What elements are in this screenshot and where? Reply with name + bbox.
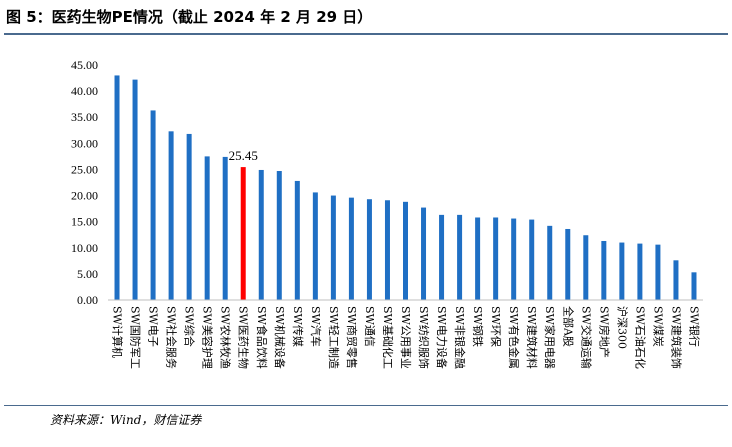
y-tick-label: 30.00	[71, 136, 98, 150]
x-category-label: SW电子	[147, 306, 160, 347]
x-category-label: SW传媒	[291, 306, 304, 347]
x-category-label: SW有色金属	[507, 306, 521, 369]
x-category-label: SW石油石化	[633, 306, 647, 369]
bar	[348, 197, 354, 300]
y-tick-label: 25.00	[71, 162, 98, 176]
bar	[421, 207, 427, 300]
bar	[439, 214, 445, 300]
x-category-label: SW计算机	[111, 306, 125, 358]
x-category-label: 全部A股	[561, 306, 575, 347]
y-tick-label: 0.00	[77, 293, 98, 307]
bar	[655, 244, 661, 300]
x-category-label: SW非银金融	[453, 306, 467, 369]
x-category-label: SW商贸零售	[345, 306, 359, 369]
x-category-label: SW家用电器	[543, 306, 557, 369]
bar	[222, 156, 228, 300]
bar	[475, 217, 481, 300]
y-axis: 0.00 5.00 10.00 15.00 20.00 25.00 30.00 35.00 40…	[71, 58, 98, 307]
source-note: 资料来源：Wind，财信证券	[50, 413, 202, 427]
footer-rule	[4, 405, 728, 406]
bar	[186, 133, 192, 300]
bar	[511, 218, 517, 300]
bar	[204, 156, 210, 300]
bar	[168, 131, 174, 300]
y-tick-label: 5.00	[77, 267, 98, 281]
y-tick-label: 15.00	[71, 215, 98, 229]
bar	[114, 75, 120, 300]
y-tick-label: 35.00	[71, 110, 98, 124]
x-category-label: SW交通运输	[579, 306, 593, 369]
y-tick-label: 10.00	[71, 241, 98, 255]
title-rule	[4, 33, 728, 35]
bar	[493, 217, 499, 300]
bar	[619, 242, 625, 300]
x-category-label: SW农林牧渔	[219, 306, 233, 369]
x-category-label: SW电力设备	[435, 306, 449, 369]
bar	[150, 110, 156, 300]
bar	[673, 260, 679, 300]
y-tick-label: 40.00	[71, 84, 98, 98]
bar	[312, 192, 318, 300]
x-category-label: SW国防军工	[129, 306, 143, 369]
data-label: 25.45	[229, 148, 258, 163]
x-category-label: SW银行	[687, 306, 701, 347]
bar	[276, 171, 282, 300]
x-category-label: 沪深300	[615, 306, 629, 349]
bar	[529, 219, 535, 300]
x-category-label: SW医药生物	[237, 306, 251, 369]
bar	[637, 243, 643, 300]
x-category-label: SW煤炭	[651, 306, 664, 347]
bar	[457, 214, 463, 300]
x-category-label: SW美容护理	[201, 306, 215, 369]
x-category-label: SW房地产	[597, 306, 611, 358]
bar	[330, 195, 336, 300]
bar	[384, 200, 390, 300]
x-category-label: SW汽车	[309, 306, 323, 347]
bar	[403, 201, 408, 300]
bar	[240, 167, 246, 300]
bar	[366, 199, 372, 300]
x-category-label: SW公用事业	[399, 306, 412, 369]
pe-bar-chart: 0.00 5.00 10.00 15.00 20.00 25.00 30.00 35.00 40…	[71, 58, 703, 369]
x-category-label: SW建筑装饰	[669, 306, 683, 369]
bar	[565, 228, 571, 300]
bar	[547, 225, 553, 300]
x-category-label: SW钢铁	[471, 306, 484, 347]
y-tick-label: 20.00	[71, 189, 98, 203]
x-category-label: SW食品饮料	[255, 306, 269, 369]
bar	[691, 272, 697, 300]
bar	[583, 235, 589, 300]
x-category-label: SW建筑材料	[525, 306, 539, 369]
data-labels: 25.45	[229, 148, 258, 163]
bar	[601, 240, 607, 300]
x-category-label: SW机械设备	[273, 306, 287, 369]
y-tick-label: 45.00	[71, 58, 98, 72]
x-category-label: SW纺织服饰	[417, 306, 431, 369]
x-category-label: SW综合	[183, 306, 197, 347]
x-category-label: SW环保	[489, 306, 503, 347]
bar	[294, 180, 300, 300]
bar	[132, 79, 138, 300]
figure-title: 图 5：医药生物PE情况（截止 2024 年 2 月 29 日）	[6, 8, 373, 26]
x-category-label: SW社会服务	[165, 306, 179, 369]
bar	[258, 169, 264, 300]
x-category-label: SW通信	[363, 306, 376, 347]
x-category-label: SW轻工制造	[327, 306, 341, 369]
x-category-label: SW基础化工	[381, 306, 395, 369]
x-axis: SW计算机 SW国防军工 SW电子 SW社会服务 SW综合 SW美容护理 SW农林牧渔 SW医…	[108, 299, 703, 369]
bar-series	[114, 75, 697, 300]
